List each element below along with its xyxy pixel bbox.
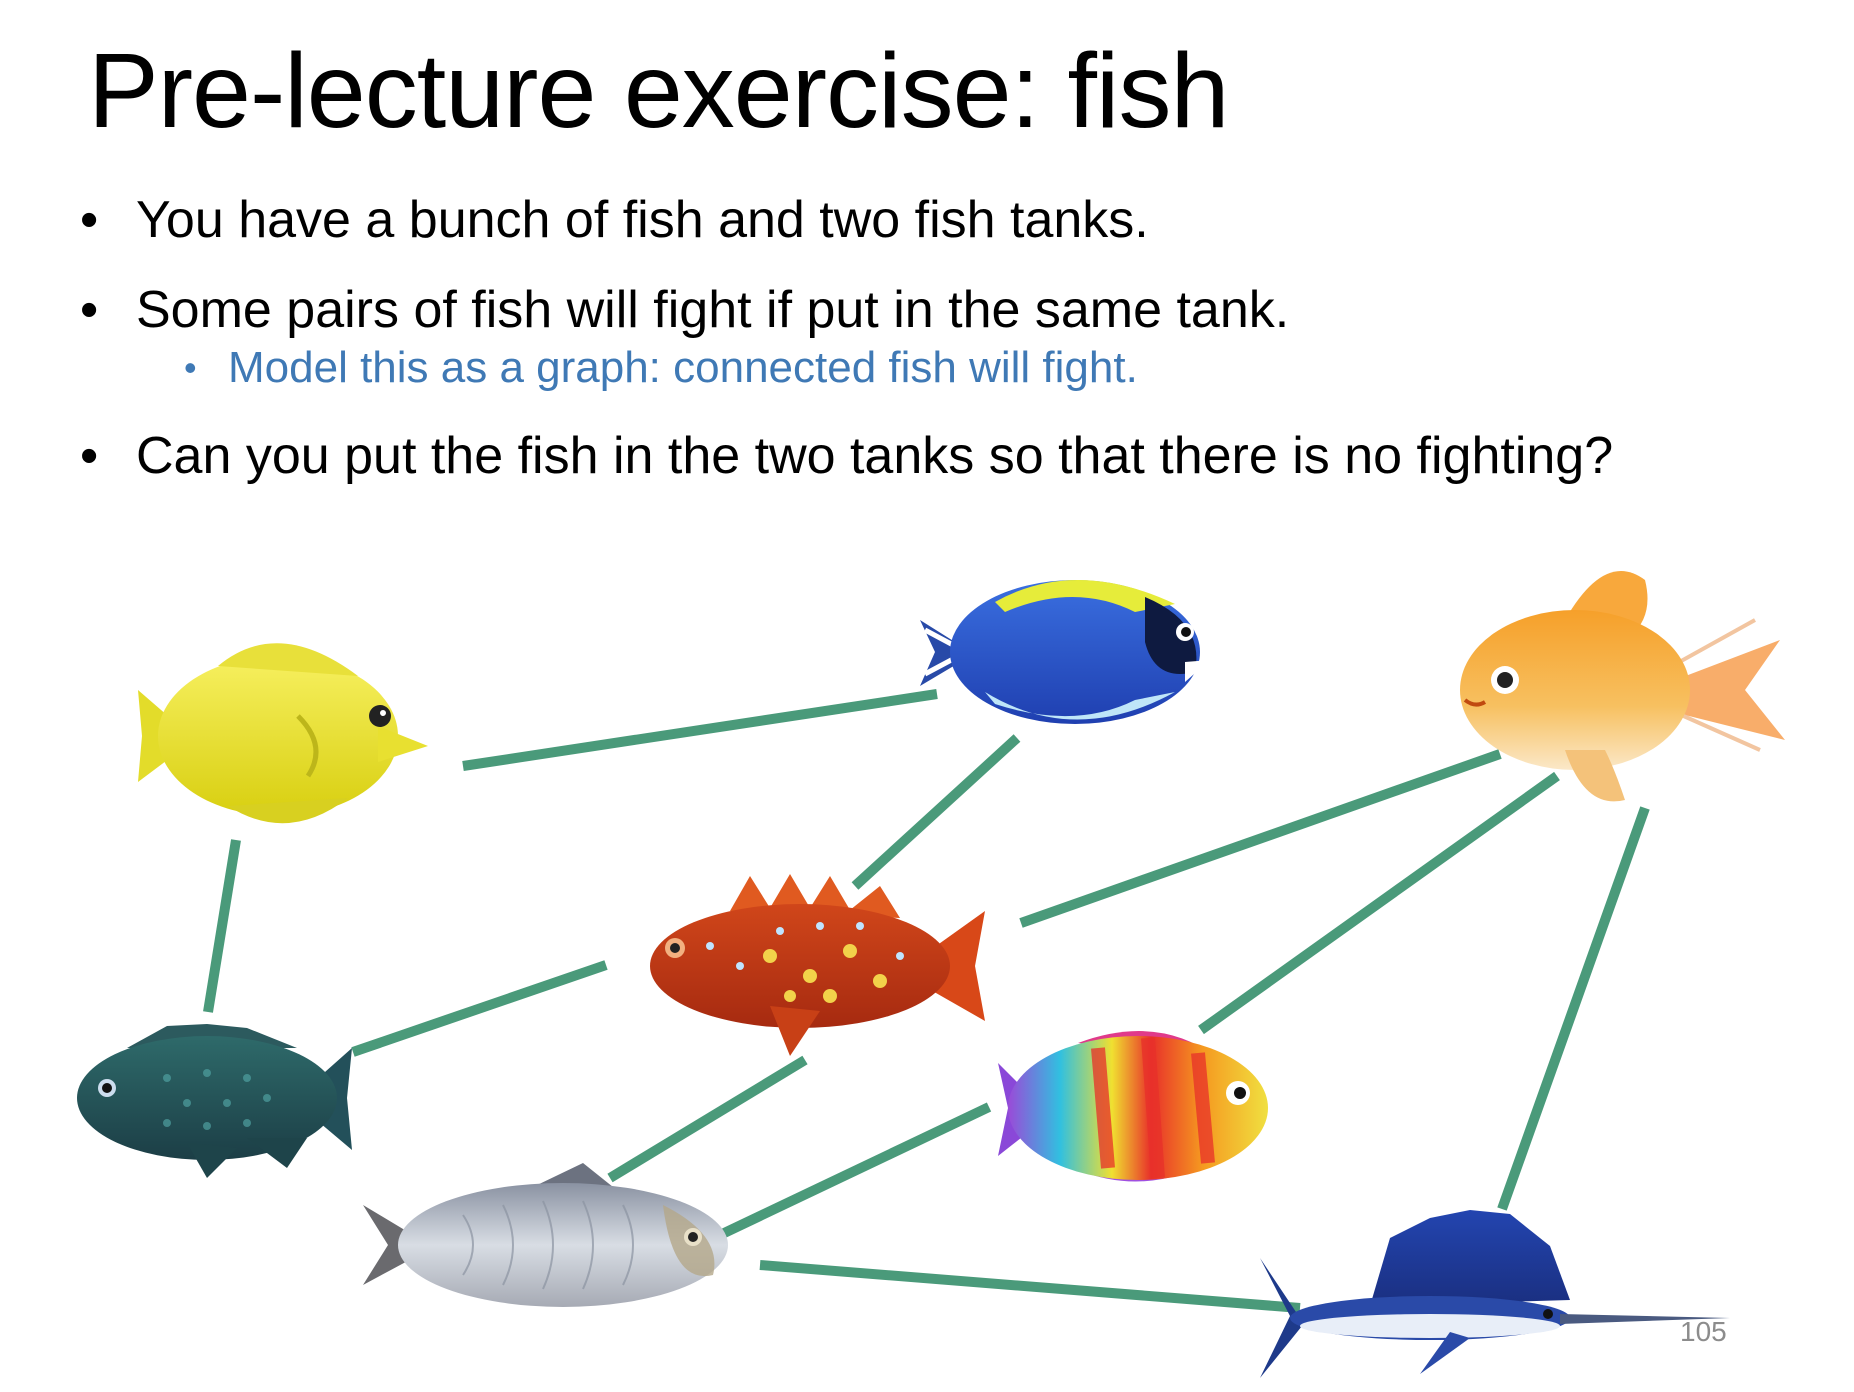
edge-red-rockfish-tilapia bbox=[351, 960, 608, 1057]
edge-rainbow-fish-silver-carp bbox=[696, 1102, 992, 1250]
bullet-item: • Can you put the fish in the two tanks … bbox=[80, 424, 1613, 488]
bullet-dot-icon: • bbox=[80, 191, 99, 249]
tilapia-fish-icon bbox=[77, 1024, 352, 1178]
edge-yellow-tang-tilapia bbox=[203, 839, 241, 1013]
bullet-text: Some pairs of fish will fight if put in … bbox=[136, 281, 1290, 339]
powder-blue-tang-fish-icon bbox=[920, 579, 1210, 724]
edge-red-rockfish-goldfish bbox=[1019, 749, 1502, 928]
edge-goldfish-rainbow-fish bbox=[1198, 771, 1560, 1035]
edge-red-rockfish-silver-carp bbox=[607, 1055, 808, 1183]
sailfish-icon bbox=[1260, 1210, 1730, 1378]
bullet-text: You have a bunch of fish and two fish ta… bbox=[136, 191, 1149, 249]
bullet-item: • You have a bunch of fish and two fish … bbox=[80, 188, 1613, 252]
page-number: 105 bbox=[1680, 1316, 1727, 1347]
red-rockfish-icon bbox=[650, 874, 985, 1056]
edge-powder-blue-tang-red-rockfish bbox=[851, 734, 1021, 890]
slide-title: Pre-lecture exercise: fish bbox=[88, 32, 1229, 150]
goldfish-icon bbox=[1460, 571, 1785, 802]
yellow-tang-fish-icon bbox=[138, 643, 428, 824]
silver-carp-icon bbox=[363, 1163, 728, 1307]
edge-goldfish-sailfish bbox=[1497, 806, 1650, 1211]
graph-edges bbox=[203, 689, 1650, 1313]
bullet-text: Can you put the fish in the two tanks so… bbox=[136, 427, 1614, 485]
sub-bullet-text: Model this as a graph: connected fish wi… bbox=[228, 343, 1138, 392]
rainbow-fish-icon bbox=[998, 1031, 1268, 1182]
bullet-item: • Some pairs of fish will fight if put i… bbox=[80, 278, 1613, 342]
bullet-dot-icon: • bbox=[80, 427, 99, 485]
sub-bullet-item: • Model this as a graph: connected fish … bbox=[80, 342, 1613, 394]
edge-silver-carp-sailfish bbox=[759, 1260, 1301, 1313]
bullet-dot-icon: • bbox=[184, 347, 197, 388]
bullet-dot-icon: • bbox=[80, 281, 99, 339]
edge-yellow-tang-powder-blue-tang bbox=[462, 689, 938, 771]
bullet-list: • You have a bunch of fish and two fish … bbox=[80, 188, 1613, 488]
